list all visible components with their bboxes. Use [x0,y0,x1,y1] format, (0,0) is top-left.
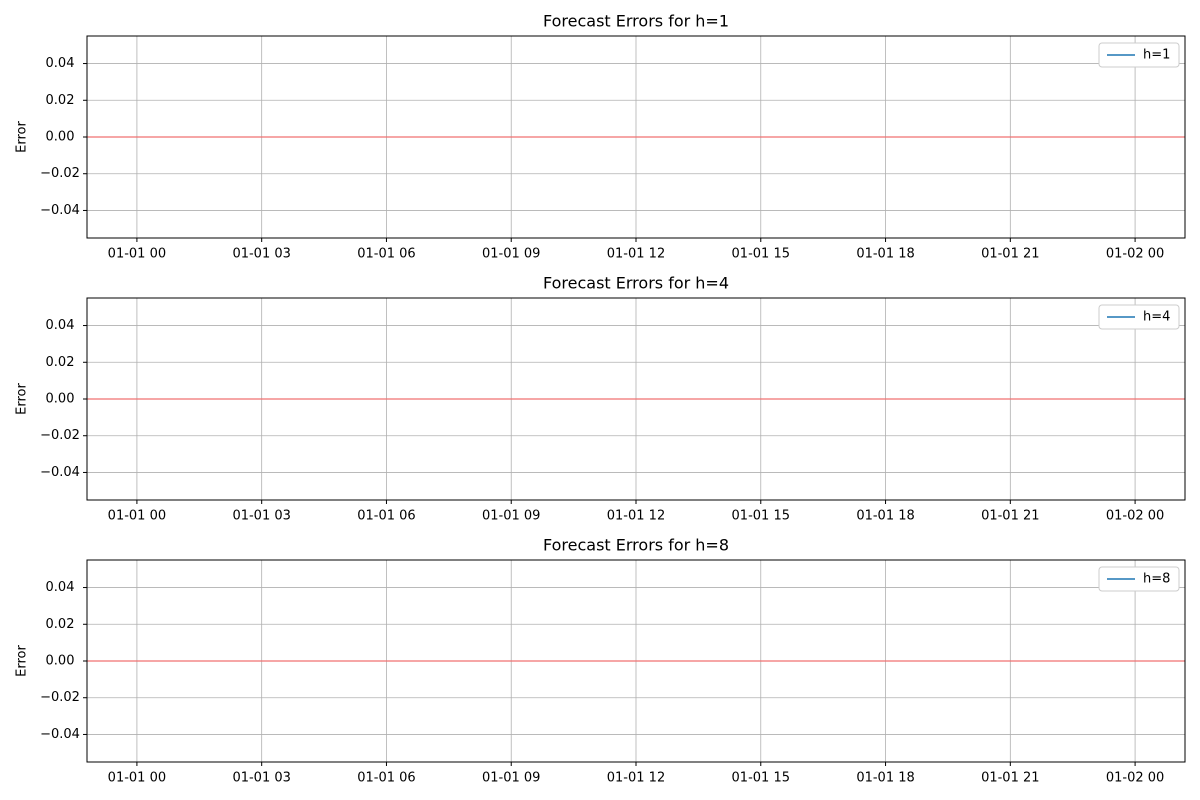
legend-label: h=8 [1143,572,1170,587]
x-tick-label: 01-02 00 [1106,509,1164,524]
x-tick-label: 01-01 09 [482,247,540,262]
axes-frame [86,559,1186,763]
subplot: 01-01 00 01-01 03 01-01 06 01-01 09 01-01 12… [15,536,1186,786]
x-tick-label: 01-01 09 [482,771,540,786]
x-tick-label: 01-01 21 [981,509,1039,524]
y-tick-label: −0.04 [40,465,80,480]
x-tick-label: 01-01 18 [856,247,914,262]
x-tick-label: 01-01 12 [607,771,665,786]
x-tick-label: 01-01 06 [357,247,415,262]
x-tick-label: 01-01 18 [856,771,914,786]
y-axis-label: Error [15,121,30,153]
x-tick-label: 01-01 06 [357,771,415,786]
x-tick-label: 01-01 06 [357,509,415,524]
y-tick-label: 0.02 [46,355,75,370]
axes-frame [86,297,1186,501]
y-tick-label: −0.02 [40,690,80,705]
legend-box [1098,304,1180,330]
x-tick-label: 01-01 00 [108,771,166,786]
y-tick-label: 0.00 [46,392,75,407]
axes-frame [86,35,1186,239]
legend-box [1098,566,1180,592]
legend-box [1098,42,1180,68]
y-tick-label: 0.00 [46,654,75,669]
x-tick-label: 01-01 12 [607,247,665,262]
y-tick-label: 0.04 [46,318,75,333]
x-tick-label: 01-02 00 [1106,247,1164,262]
x-tick-label: 01-01 15 [732,509,790,524]
x-tick-label: 01-01 15 [732,247,790,262]
y-axis-label: Error [15,383,30,415]
subplot: 01-01 00 01-01 03 01-01 06 01-01 09 01-01 12… [15,274,1186,524]
y-axis-label: Error [15,645,30,677]
y-tick-label: 0.02 [46,617,75,632]
x-tick-label: 01-01 12 [607,509,665,524]
x-tick-label: 01-01 03 [232,771,290,786]
x-tick-label: 01-01 15 [732,771,790,786]
x-tick-label: 01-01 03 [232,247,290,262]
chart-title: Forecast Errors for h=8 [543,536,729,555]
subplot: 01-01 00 01-01 03 01-01 06 01-01 09 01-01 12… [15,12,1186,262]
y-tick-label: −0.02 [40,166,80,181]
x-tick-label: 01-01 00 [108,509,166,524]
x-tick-label: 01-01 18 [856,509,914,524]
x-tick-label: 01-01 00 [108,247,166,262]
y-tick-label: −0.02 [40,428,80,443]
y-tick-label: 0.00 [46,130,75,145]
legend-label: h=1 [1143,48,1170,63]
y-tick-label: 0.04 [46,56,75,71]
chart-title: Forecast Errors for h=4 [543,274,729,293]
chart-title: Forecast Errors for h=1 [543,12,729,31]
y-tick-label: −0.04 [40,203,80,218]
y-tick-label: −0.04 [40,727,80,742]
x-tick-label: 01-01 09 [482,509,540,524]
x-tick-label: 01-02 00 [1106,771,1164,786]
y-tick-label: 0.02 [46,93,75,108]
legend-label: h=4 [1143,310,1170,325]
x-tick-label: 01-01 03 [232,509,290,524]
y-tick-label: 0.04 [46,580,75,595]
x-tick-label: 01-01 21 [981,247,1039,262]
x-tick-label: 01-01 21 [981,771,1039,786]
